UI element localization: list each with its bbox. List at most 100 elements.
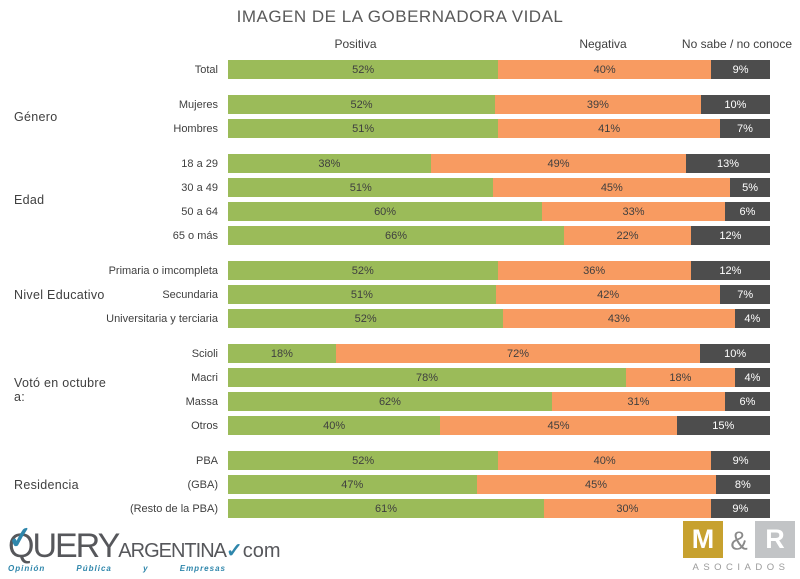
chart-row: Massa 62% 31% 6% <box>112 392 800 411</box>
group-label: Residencia <box>14 477 79 492</box>
chart-row: Scioli 18% 72% 10% <box>112 344 800 363</box>
group-label: Género <box>14 109 58 124</box>
bar-segment-negativa: 39% <box>495 95 701 114</box>
stacked-bar: 51% 45% 5% <box>228 178 770 197</box>
stacked-bar: 40% 45% 15% <box>228 416 770 435</box>
chart-row: PBA 52% 40% 9% <box>112 451 800 470</box>
legend-positiva: Positiva <box>334 37 377 51</box>
bar-segment-positiva: 52% <box>228 451 499 470</box>
row-label: Primaria o imcompleta <box>108 264 218 277</box>
bar-segment-positiva: 52% <box>228 60 499 79</box>
bar-segment-no_sabe: 6% <box>724 202 770 221</box>
chart-row: 18 a 29 38% 49% 13% <box>112 154 800 173</box>
bar-segment-negativa: 49% <box>430 154 687 173</box>
stacked-bar: 62% 31% 6% <box>228 392 770 411</box>
chart-group: Género Mujeres 52% 39% 10% Hombres 51% 41% 7% <box>0 95 800 138</box>
bar-segment-negativa: 30% <box>544 499 711 518</box>
chart-row: Mujeres 52% 39% 10% <box>112 95 800 114</box>
query-logo-domain: com <box>242 540 281 562</box>
bar-segment-no_sabe: 7% <box>720 119 770 138</box>
stacked-bar: 60% 33% 6% <box>228 202 770 221</box>
chart-group: Total 52% 40% 9% <box>0 60 800 79</box>
bar-segment-positiva: 62% <box>228 392 552 411</box>
query-logo-main: QUERY <box>8 527 120 565</box>
bar-segment-positiva: 61% <box>228 499 545 518</box>
bar-segment-positiva: 60% <box>228 202 543 221</box>
row-label: Scioli <box>191 347 218 360</box>
group-rows: PBA 52% 40% 9% (GBA) 47% 45% 8% (Resto de la PBA… <box>112 451 800 518</box>
group-label: Votó en octubre a: <box>14 375 107 404</box>
group-rows: 18 a 29 38% 49% 13% 30 a 49 51% 45% 5% 50 a 64 60… <box>112 154 800 245</box>
bar-segment-negativa: 18% <box>626 368 735 387</box>
bar-segment-negativa: 45% <box>440 416 677 435</box>
row-label: Otros <box>191 419 218 432</box>
bar-segment-positiva: 66% <box>228 226 565 245</box>
bar-segment-no_sabe: 15% <box>676 416 770 435</box>
bar-segment-positiva: 51% <box>228 285 496 304</box>
bar-segment-negativa: 42% <box>495 285 721 304</box>
bar-segment-positiva: 18% <box>228 344 336 363</box>
group-rows: Total 52% 40% 9% <box>112 60 800 79</box>
chart-group: Residencia PBA 52% 40% 9% (GBA) 47% 45% 8% (Resto… <box>0 451 800 518</box>
bar-segment-no_sabe: 9% <box>711 451 770 470</box>
row-label: (GBA) <box>187 478 218 491</box>
bar-segment-negativa: 22% <box>564 226 691 245</box>
stacked-bar: 51% 42% 7% <box>228 285 771 304</box>
stacked-bar: 52% 39% 10% <box>228 95 770 114</box>
row-label: Hombres <box>173 122 218 135</box>
chart-row: (Resto de la PBA) 61% 30% 9% <box>112 499 800 518</box>
chart-row: Primaria o imcompleta 52% 36% 12% <box>108 261 800 280</box>
bar-segment-no_sabe: 10% <box>700 95 770 114</box>
bar-segment-positiva: 51% <box>228 119 499 138</box>
chart-row: Total 52% 40% 9% <box>112 60 800 79</box>
tagline-word: Opinión <box>8 564 46 573</box>
group-rows: Mujeres 52% 39% 10% Hombres 51% 41% 7% <box>112 95 800 138</box>
chart-row: 30 a 49 51% 45% 5% <box>112 178 800 197</box>
group-rows: Scioli 18% 72% 10% Macri 78% 18% 4% Massa 62% 31% 6… <box>112 344 800 435</box>
row-label: Secundaria <box>162 288 218 301</box>
row-label: Massa <box>185 395 218 408</box>
chart-group: Edad 18 a 29 38% 49% 13% 30 a 49 51% 45% 5% 50 a … <box>0 154 800 245</box>
check-icon: ✓ <box>6 520 35 557</box>
mr-logo-subtitle: ASOCIADOS <box>692 562 790 573</box>
bar-segment-positiva: 51% <box>228 178 494 197</box>
stacked-bar: 18% 72% 10% <box>228 344 770 363</box>
check-icon: ✓ <box>225 540 243 562</box>
bar-segment-negativa: 43% <box>503 309 735 328</box>
mr-logo-r-square: R <box>755 521 795 558</box>
bar-segment-positiva: 78% <box>228 368 627 387</box>
stacked-bar: 38% 49% 13% <box>228 154 770 173</box>
stacked-bar: 78% 18% 4% <box>228 368 770 387</box>
mr-logo-squares: M & R <box>683 521 795 558</box>
tagline-word: y <box>143 564 149 573</box>
legend-negativa: Negativa <box>579 37 627 51</box>
bar-segment-no_sabe: 9% <box>711 60 770 79</box>
bar-segment-positiva: 52% <box>228 95 496 114</box>
bar-segment-no_sabe: 4% <box>734 368 770 387</box>
row-label: 30 a 49 <box>181 181 218 194</box>
stacked-bar: 51% 41% 7% <box>228 119 770 138</box>
chart-row: Secundaria 51% 42% 7% <box>112 285 800 304</box>
bar-segment-no_sabe: 5% <box>730 178 770 197</box>
row-label: 18 a 29 <box>181 157 218 170</box>
bar-segment-no_sabe: 6% <box>724 392 770 411</box>
bar-segment-negativa: 45% <box>476 475 716 494</box>
bar-segment-no_sabe: 10% <box>700 344 770 363</box>
bar-segment-negativa: 31% <box>551 392 725 411</box>
chart-row: Otros 40% 45% 15% <box>112 416 800 435</box>
query-logo-wordmark: ✓ QUERYARGENTINA✓com <box>6 521 281 565</box>
group-rows: Primaria o imcompleta 52% 36% 12% Secundaria… <box>106 261 800 328</box>
bar-segment-no_sabe: 13% <box>686 154 770 173</box>
chart-row: 50 a 64 60% 33% 6% <box>112 202 800 221</box>
bar-segment-no_sabe: 9% <box>710 499 771 518</box>
stacked-bar: 47% 45% 8% <box>228 475 771 494</box>
stacked-bar: 52% 36% 12% <box>228 261 770 280</box>
bar-segment-positiva: 52% <box>228 309 504 328</box>
bar-segment-positiva: 52% <box>228 261 498 280</box>
row-label: 50 a 64 <box>181 205 218 218</box>
bar-segment-negativa: 33% <box>542 202 725 221</box>
bar-segment-no_sabe: 12% <box>690 226 770 245</box>
bar-segment-negativa: 45% <box>493 178 731 197</box>
chart-row: (GBA) 47% 45% 8% <box>112 475 800 494</box>
